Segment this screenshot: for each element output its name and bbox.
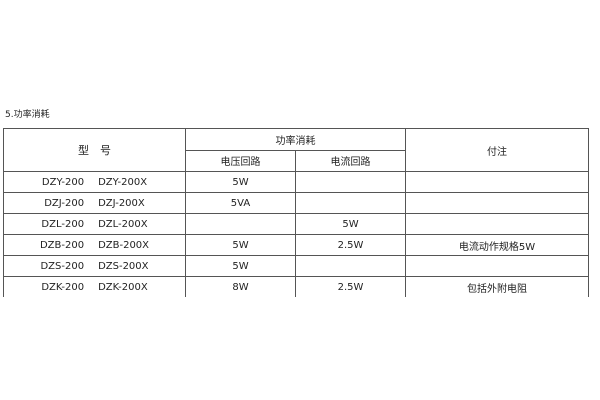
current-cell [295, 192, 406, 214]
subheader-row: 电压回路 电流回路 [4, 149, 589, 172]
header-current-circuit: 电流回路 [295, 149, 406, 172]
voltage-cell: 8W [185, 276, 296, 297]
model-a: DZB-200 [39, 239, 85, 251]
model-b: DZS-200X [98, 260, 149, 272]
note-cell: 包括外附电阻 [405, 276, 589, 297]
voltage-cell [185, 213, 296, 235]
table-row: DZY-200 DZY-200X 5W [3, 171, 589, 193]
table-row: DZL-200 DZL-200X 5W [3, 213, 589, 235]
header-power: 功率消耗 [185, 128, 406, 151]
current-cell: 2.5W [295, 234, 406, 256]
note-cell [405, 255, 589, 277]
voltage-cell: 5VA [185, 192, 296, 214]
model-cell: DZS-200 DZS-200X [3, 255, 186, 277]
model-b: DZJ-200X [98, 197, 145, 209]
model-cell: DZJ-200 DZJ-200X [3, 192, 186, 214]
table-row: DZK-200 DZK-200X 8W 2.5W 包括外附电阻 [3, 276, 589, 297]
header-note: 付注 [405, 128, 589, 172]
model-a: DZJ-200 [44, 197, 85, 209]
model-b: DZY-200X [98, 176, 148, 188]
voltage-cell: 5W [185, 234, 296, 256]
model-a: DZK-200 [41, 281, 85, 293]
note-cell [405, 213, 589, 235]
model-b: DZK-200X [98, 281, 148, 293]
model-a: DZY-200 [41, 176, 85, 188]
header-model: 型 号 [3, 128, 186, 172]
current-cell [295, 171, 406, 193]
model-cell: DZL-200 DZL-200X [3, 213, 186, 235]
current-cell: 2.5W [295, 276, 406, 297]
header-voltage-circuit: 电压回路 [185, 149, 296, 172]
table-row: DZB-200 DZB-200X 5W 2.5W 电流动作规格5W [3, 234, 589, 256]
model-a: DZL-200 [41, 218, 85, 230]
model-b: DZB-200X [98, 239, 150, 251]
current-cell [295, 255, 406, 277]
section-title: 5.功率消耗 [5, 110, 50, 120]
model-a: DZS-200 [40, 260, 85, 272]
voltage-cell: 5W [185, 255, 296, 277]
model-cell: DZK-200 DZK-200X [3, 276, 186, 297]
model-cell: DZY-200 DZY-200X [3, 171, 186, 193]
table-row: DZS-200 DZS-200X 5W [3, 255, 589, 277]
voltage-cell: 5W [185, 171, 296, 193]
model-cell: DZB-200 DZB-200X [3, 234, 186, 256]
model-b: DZL-200X [98, 218, 148, 230]
table-row: DZJ-200 DZJ-200X 5VA [3, 192, 589, 214]
note-cell [405, 192, 589, 214]
power-consumption-table: 型 号 功率消耗 付注 电压回路 电流回路 DZY-200 DZY-200X 5W D… [3, 128, 589, 297]
header-row: 型 号 功率消耗 付注 [3, 128, 589, 172]
note-cell: 电流动作规格5W [405, 234, 589, 256]
current-cell: 5W [295, 213, 406, 235]
note-cell [405, 171, 589, 193]
